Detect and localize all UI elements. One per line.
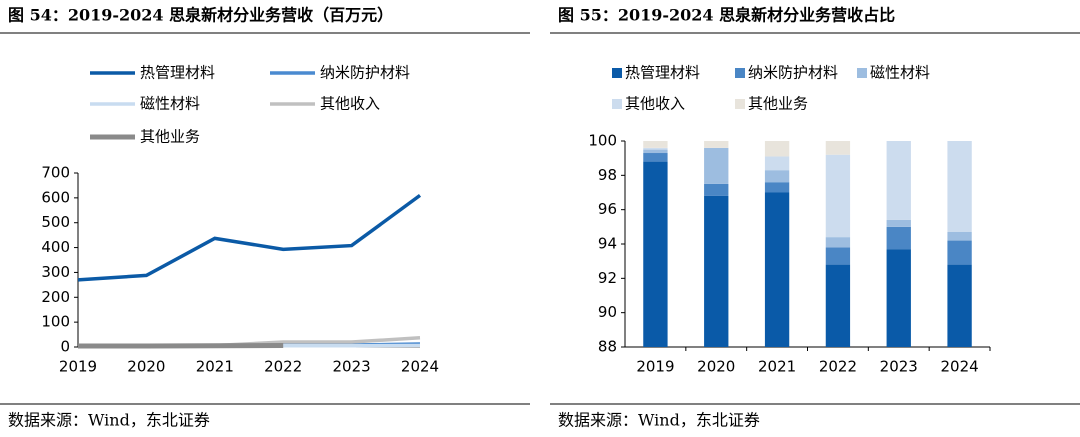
legend-label: 纳米防护材料: [748, 64, 838, 82]
bar-segment: [886, 141, 911, 220]
y-tick-label: 400: [41, 238, 70, 256]
legend-swatch: [735, 99, 745, 109]
bar-segment: [643, 141, 668, 148]
x-tick-label: 2022: [264, 358, 302, 376]
legend-swatch: [612, 68, 622, 78]
legend-label: 磁性材料: [870, 64, 930, 82]
bar-segment: [704, 195, 729, 347]
bar-segment: [643, 161, 668, 347]
x-tick-label: 2020: [127, 358, 165, 376]
bar-segment: [704, 183, 729, 196]
x-tick-label: 2021: [758, 358, 796, 376]
bar-segment: [825, 264, 851, 347]
legend-swatch: [612, 99, 622, 109]
x-tick-label: 2019: [59, 358, 97, 376]
y-tick-label: 300: [41, 263, 70, 281]
chart-title: 图 54：2019-2024 思泉新材分业务营收（百万元）: [8, 6, 393, 25]
x-tick-label: 2023: [333, 358, 371, 376]
bar-segment: [886, 249, 911, 347]
legend-swatch: [735, 68, 745, 78]
x-tick-label: 2020: [697, 358, 735, 376]
y-tick-label: 98: [598, 166, 617, 184]
bar-segment: [825, 141, 851, 155]
legend-label: 磁性材料: [140, 95, 200, 113]
legend-label: 其他业务: [748, 95, 808, 113]
bar-segment: [764, 170, 790, 183]
x-tick-label: 2022: [819, 358, 857, 376]
x-tick-label: 2024: [401, 358, 439, 376]
y-tick-label: 100: [41, 313, 70, 331]
legend-label: 纳米防护材料: [320, 64, 410, 82]
y-tick-label: 92: [598, 269, 617, 287]
y-tick-label: 700: [41, 164, 70, 182]
x-tick-label: 2024: [940, 358, 978, 376]
y-tick-label: 0: [60, 338, 70, 356]
chart-title: 图 55：2019-2024 思泉新材分业务营收占比: [558, 6, 895, 25]
y-tick-label: 200: [41, 288, 70, 306]
bar-segment: [643, 147, 668, 150]
bar-segment: [764, 182, 790, 193]
x-tick-label: 2023: [880, 358, 918, 376]
source: 数据来源：Wind，东北证券: [8, 411, 210, 430]
bar-segment: [704, 147, 729, 184]
bar-segment: [886, 219, 911, 227]
bar-segment: [643, 149, 668, 154]
bar-segment: [947, 141, 972, 232]
bar-segment: [886, 226, 911, 250]
legend-label: 其他收入: [625, 95, 685, 113]
legend-swatch: [857, 68, 867, 78]
line-series: [77, 193, 422, 282]
x-tick-label: 2019: [636, 358, 674, 376]
bar-segment: [764, 156, 790, 171]
y-tick-label: 500: [41, 213, 70, 231]
bar-segment: [825, 247, 851, 265]
bar-segment: [764, 192, 790, 347]
legend-label: 其他业务: [140, 128, 200, 146]
bar-segment: [947, 240, 972, 265]
y-tick-label: 90: [598, 303, 617, 321]
bar-segment: [825, 154, 851, 238]
legend-label: 热管理材料: [140, 64, 215, 82]
source: 数据来源：Wind，东北证券: [558, 411, 760, 430]
bar-segment: [764, 141, 790, 157]
bar-segment: [947, 264, 972, 347]
legend-label: 热管理材料: [625, 64, 700, 82]
y-tick-label: 94: [598, 235, 617, 253]
bar-segment: [825, 237, 851, 248]
y-tick-label: 96: [598, 200, 617, 218]
bar-segment: [947, 231, 972, 241]
y-tick-label: 88: [598, 338, 617, 356]
legend-label: 其他收入: [320, 95, 380, 113]
x-tick-label: 2021: [196, 358, 234, 376]
y-tick-label: 600: [41, 188, 70, 206]
bar-segment: [704, 141, 729, 148]
bar-segment: [643, 153, 668, 162]
y-tick-label: 100: [588, 132, 617, 150]
